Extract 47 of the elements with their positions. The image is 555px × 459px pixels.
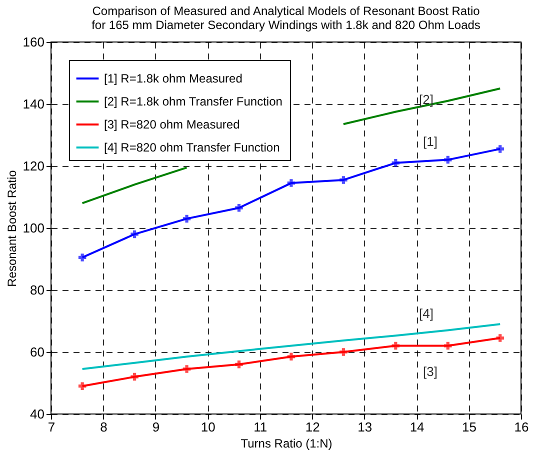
point	[496, 334, 504, 342]
y-tick-label: 60	[30, 344, 44, 360]
legend-label: [2] R=1.8k ohm Transfer Function	[104, 94, 282, 108]
legend-label: [4] R=820 ohm Transfer Function	[104, 140, 280, 154]
x-tick-label: 15	[462, 420, 477, 434]
y-tick-label: 140	[22, 96, 44, 112]
point	[444, 342, 452, 350]
point	[340, 348, 348, 356]
point	[130, 372, 138, 381]
y-tick-label: 100	[22, 220, 44, 236]
x-tick-label: 14	[410, 420, 424, 434]
point	[235, 360, 243, 368]
annotation: [3]	[423, 364, 438, 379]
point	[392, 342, 400, 350]
x-tick-label: 16	[514, 420, 529, 434]
x-tick-label: 13	[358, 420, 372, 434]
x-tick-label: 9	[152, 420, 160, 434]
y-tick-label: 40	[30, 406, 44, 422]
y-tick-label: 160	[22, 34, 44, 50]
point	[130, 230, 138, 238]
point	[444, 156, 452, 164]
y-tick-label: 80	[30, 282, 44, 298]
point	[287, 352, 296, 361]
text: Comparison of Measured and Analytical Models of Resonant Boost Ratio	[92, 4, 480, 18]
annotation: [4]	[419, 306, 434, 321]
point	[78, 254, 86, 262]
annotation: [2]	[419, 92, 434, 107]
x-tick-label: 12	[305, 420, 320, 434]
point	[235, 204, 243, 212]
point	[78, 382, 86, 390]
y-tick-label: 120	[22, 158, 44, 174]
x-axis-title: Turns Ratio (1:N)	[240, 436, 332, 450]
x-tick-label: 11	[254, 420, 268, 434]
legend-label: [1] R=1.8k ohm Measured	[104, 72, 242, 86]
point	[182, 365, 191, 373]
x-tick-label: 10	[200, 420, 216, 434]
text: for 165 mm Diameter Secondary Windings with 1.8k and 820 Ohm Loads	[92, 18, 480, 32]
point	[496, 145, 504, 153]
point	[287, 179, 296, 187]
point	[340, 176, 348, 184]
x-tick-label: 7	[48, 420, 56, 434]
point	[182, 214, 191, 223]
legend-label: [3] R=820 ohm Measured	[104, 118, 240, 132]
x-tick-label: 8	[100, 420, 108, 434]
annotation: [1]	[423, 134, 438, 149]
point	[392, 159, 400, 167]
y-axis-title: Resonant Boost Ratio	[4, 170, 19, 287]
